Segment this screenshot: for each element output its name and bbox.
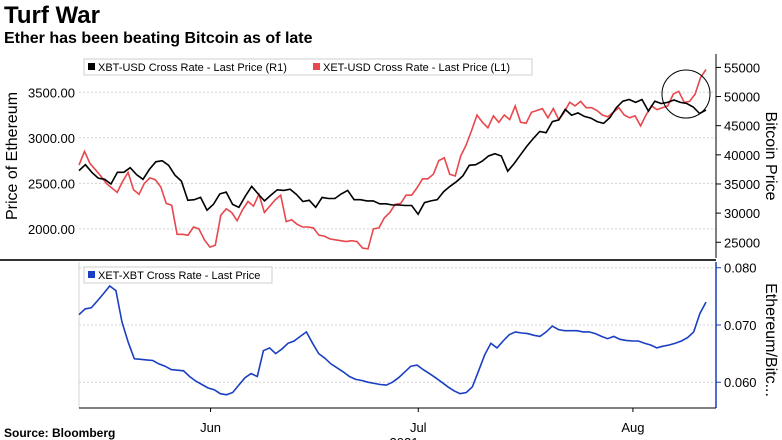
right-axis-title-bottom: Ethereum/Bitc...	[762, 283, 779, 397]
right-axis-title: Bitcoin Price	[762, 112, 779, 201]
left-tick-label: 3500.00	[28, 85, 75, 100]
left-tick-label: 3000.00	[28, 131, 75, 146]
right-tick-label: 55000	[724, 60, 760, 75]
legend-label-bitcoin: XBT-USD Cross Rate - Last Price (R1)	[98, 62, 287, 74]
legend-label-ether: XET-USD Cross Rate - Last Price (L1)	[323, 62, 510, 74]
left-tick-label: 2000.00	[28, 222, 75, 237]
x-tick-label: Jun	[200, 420, 221, 435]
left-tick-label: 2500.00	[28, 176, 75, 191]
legend-swatch-black	[88, 63, 95, 70]
legend-swatch-red	[313, 63, 320, 70]
bitcoin-usd-line	[78, 98, 707, 216]
left-axis-title: Price of Ethereum	[4, 92, 21, 220]
right-tick-label: 0.070	[724, 318, 757, 333]
right-tick-label: 30000	[724, 206, 760, 221]
ether-bitcoin-ratio-line	[78, 284, 707, 396]
source-note: Source: Bloomberg	[4, 426, 116, 440]
right-tick-label: 35000	[724, 177, 760, 192]
legend-swatch-blue	[88, 271, 95, 278]
x-year-label: 2021	[390, 435, 419, 440]
legend-label-ratio: XET-XBT Cross Rate - Last Price	[98, 270, 260, 282]
chart-title: Turf War	[4, 2, 100, 29]
chart-subtitle: Ether has been beating Bitcoin as of lat…	[4, 30, 313, 47]
highlight-circle	[661, 69, 711, 119]
x-tick-label: Aug	[621, 420, 644, 435]
ether-usd-line	[78, 69, 707, 250]
right-tick-label: 25000	[724, 235, 760, 250]
right-tick-label: 45000	[724, 119, 760, 134]
bottom-legend-box	[83, 266, 273, 284]
right-tick-label: 0.080	[724, 261, 757, 276]
right-tick-label: 40000	[724, 148, 760, 163]
x-tick-label: Jul	[410, 420, 427, 435]
top-legend-box	[83, 58, 533, 76]
right-tick-label: 0.060	[724, 375, 757, 390]
right-tick-label: 50000	[724, 90, 760, 105]
